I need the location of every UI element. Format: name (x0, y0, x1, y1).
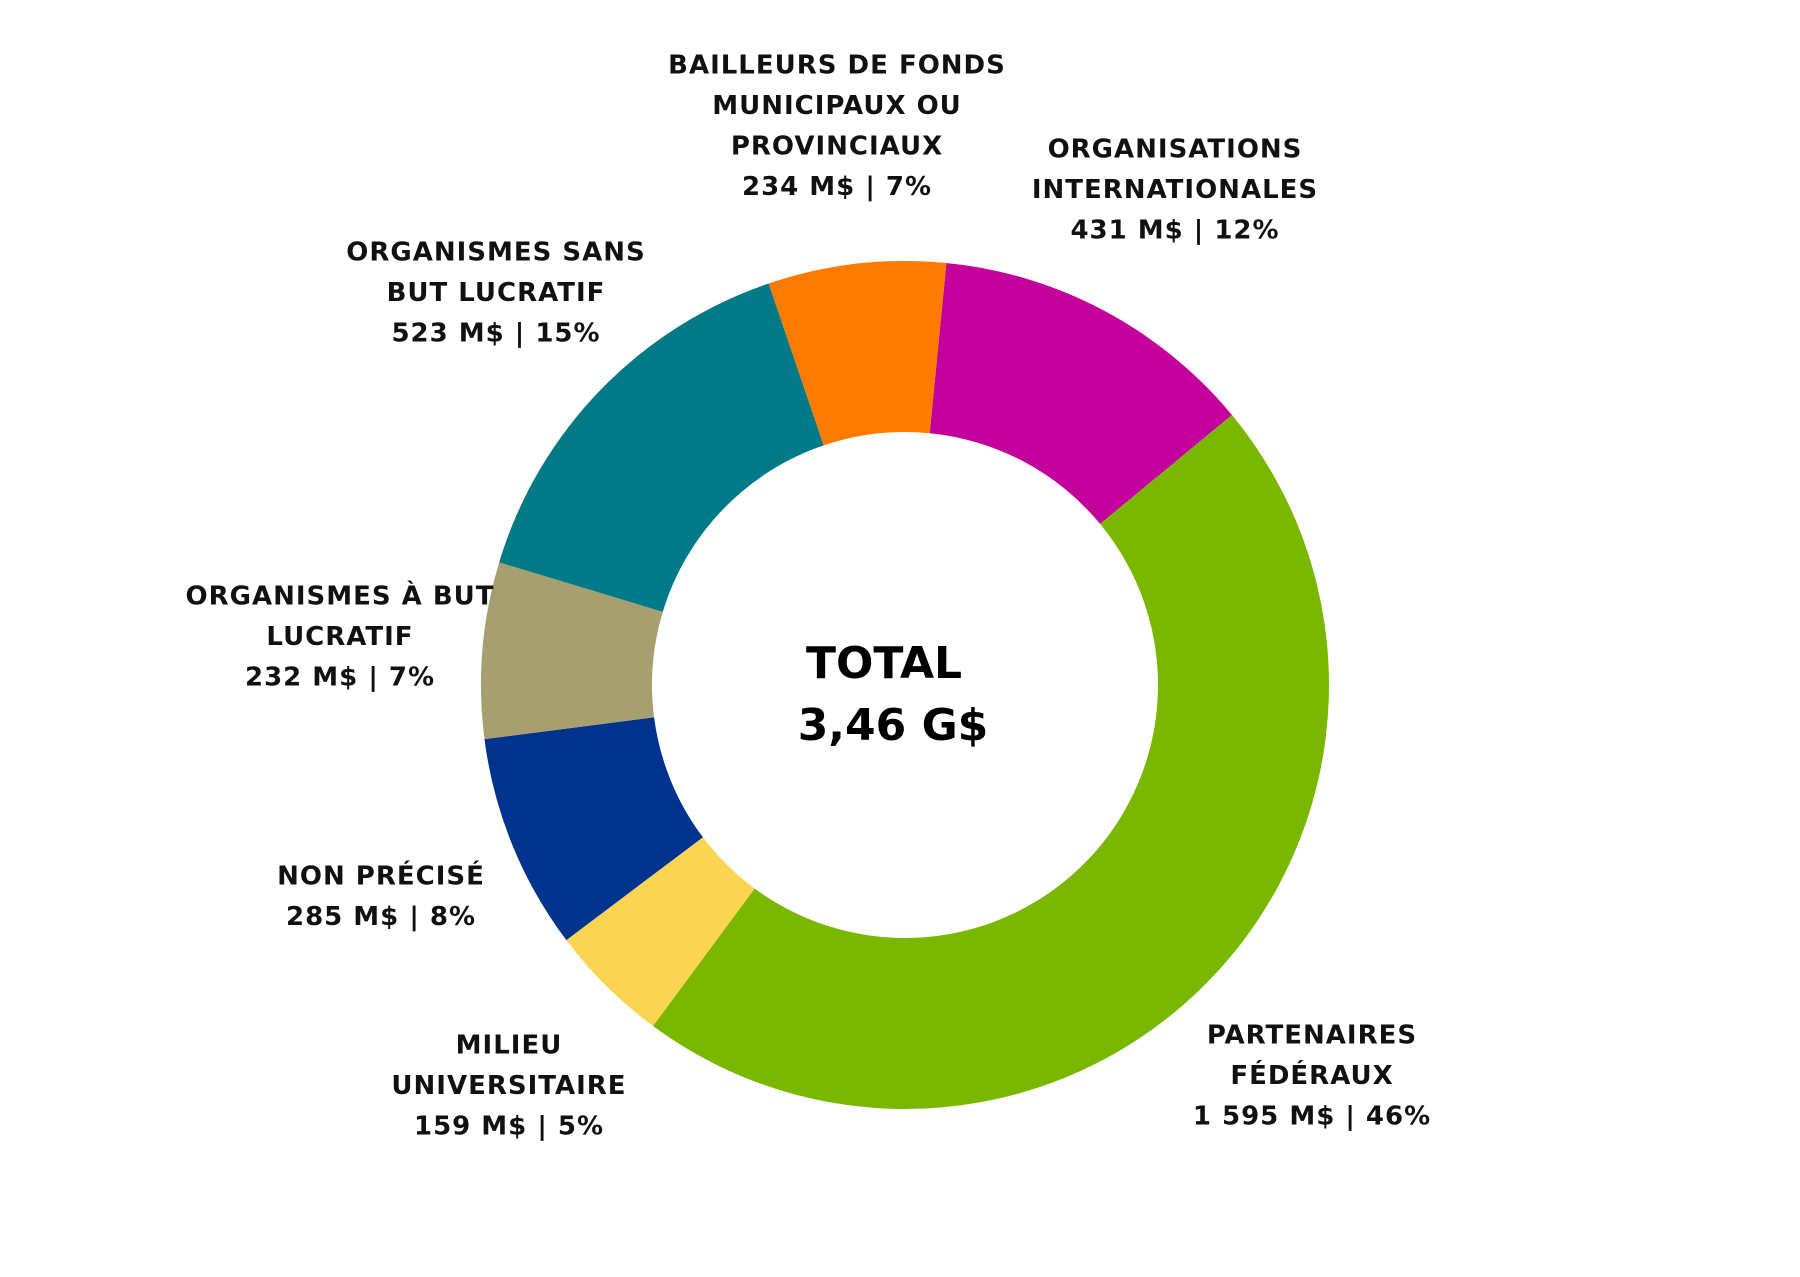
slice-category-label: LUCRATIF (266, 622, 413, 652)
slice-value-label: 159 M$ | 5% (414, 1112, 604, 1142)
slice-label-4: ORGANISMES À BUT LUCRATIF 232 M$ | 7% (186, 580, 495, 693)
center-total-value: 3,46 G$ (798, 700, 989, 751)
slice-category-label: ORGANISMES À BUT (186, 580, 495, 612)
slice-category-label: UNIVERSITAIRE (391, 1071, 626, 1101)
slice-value-label: 232 M$ | 7% (245, 663, 435, 693)
slice-category-label: ORGANISMES SANS (346, 238, 646, 268)
slice-category-label: NON PRÉCISÉ (277, 860, 485, 892)
slice-category-label: INTERNATIONALES (1032, 175, 1318, 205)
slice-5 (499, 283, 824, 612)
slice-category-label: PROVINCIAUX (731, 132, 943, 162)
slice-6 (768, 261, 947, 446)
slice-category-label: MILIEU (456, 1031, 563, 1061)
slice-label-1: PARTENAIRES FÉDÉRAUX 1 595 M$ | 46% (1193, 1021, 1431, 1132)
slice-label-0: ORGANISATIONS INTERNATIONALES 431 M$ | 12% (1032, 135, 1318, 246)
slice-3 (484, 717, 703, 941)
slice-value-label: 285 M$ | 8% (286, 902, 476, 932)
slice-label-3: NON PRÉCISÉ 285 M$ | 8% (277, 860, 485, 933)
slice-1 (653, 415, 1330, 1110)
slice-label-6: BAILLEURS DE FONDS MUNICIPAUX OU PROVINCIA… (668, 51, 1006, 203)
slice-category-label: BAILLEURS DE FONDS (668, 51, 1006, 81)
slice-category-label: ORGANISATIONS (1048, 135, 1303, 165)
slice-labels: ORGANISATIONS INTERNATIONALES 431 M$ | 12%… (186, 51, 1431, 1142)
slice-value-label: 234 M$ | 7% (742, 172, 932, 202)
slice-value-label: 1 595 M$ | 46% (1193, 1102, 1431, 1132)
slice-4 (481, 562, 663, 740)
slices (481, 261, 1330, 1110)
slice-category-label: FÉDÉRAUX (1230, 1059, 1393, 1091)
slice-category-label: BUT LUCRATIF (387, 278, 606, 308)
center-total-label: TOTAL (806, 638, 962, 689)
slice-label-5: ORGANISMES SANS BUT LUCRATIF 523 M$ | 15% (346, 238, 646, 349)
slice-label-2: MILIEU UNIVERSITAIRE 159 M$ | 5% (391, 1031, 626, 1142)
slice-value-label: 523 M$ | 15% (391, 319, 600, 349)
slice-value-label: 431 M$ | 12% (1070, 216, 1279, 246)
slice-0 (929, 263, 1232, 524)
slice-2 (566, 837, 755, 1027)
slice-category-label: PARTENAIRES (1207, 1021, 1417, 1051)
slice-category-label: MUNICIPAUX OU (712, 91, 962, 121)
